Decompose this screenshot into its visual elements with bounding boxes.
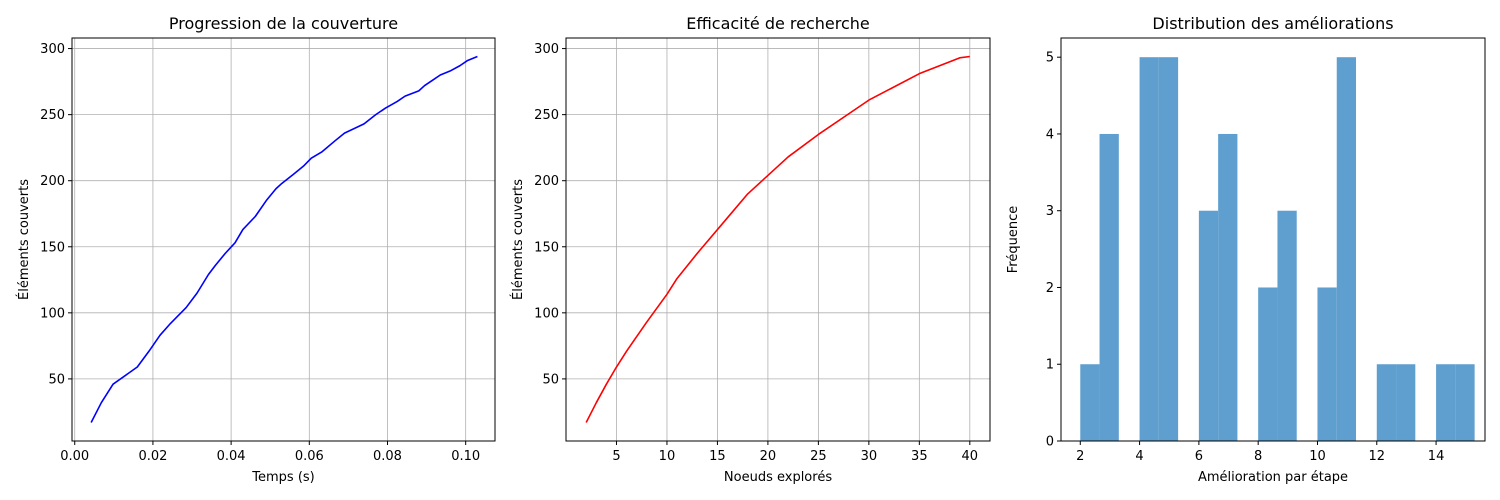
chart-title: Distribution des améliorations bbox=[1152, 14, 1393, 33]
panel-coverage-progress: 0.00 0.02 0.04 0.06 0.08 0.10 50 100 150 200 250 30… bbox=[16, 14, 496, 485]
x-axis-label: Noeuds explorés bbox=[724, 470, 832, 485]
x-tick-label: 35 bbox=[911, 449, 928, 464]
x-tick-label: 10 bbox=[659, 449, 676, 464]
histogram-bar bbox=[1277, 210, 1297, 441]
y-tick-label: 4 bbox=[1046, 127, 1054, 142]
histogram-bar bbox=[1139, 57, 1159, 441]
histogram-bar bbox=[1158, 57, 1179, 441]
y-tick-label: 100 bbox=[40, 306, 65, 321]
x-tick-label: 0.08 bbox=[373, 449, 402, 464]
x-tick-label: 5 bbox=[612, 449, 620, 464]
y-tick-label: 150 bbox=[534, 240, 559, 255]
x-tick-label: 0.00 bbox=[60, 449, 89, 464]
y-tick-label: 150 bbox=[40, 240, 65, 255]
chart-title: Efficacité de recherche bbox=[686, 14, 870, 33]
x-tick-label: 4 bbox=[1135, 449, 1143, 464]
histogram-bar bbox=[1455, 364, 1475, 441]
histogram-bar bbox=[1198, 210, 1219, 441]
histogram-bar bbox=[1317, 287, 1337, 441]
series-line bbox=[585, 55, 970, 423]
y-tick-label: 200 bbox=[40, 174, 65, 189]
y-axis-label: Fréquence bbox=[1006, 206, 1021, 273]
x-tick-label: 0.04 bbox=[217, 449, 246, 464]
histogram-bar bbox=[1336, 57, 1357, 441]
histogram-bar bbox=[1396, 364, 1416, 441]
axes-frame bbox=[565, 37, 991, 442]
y-axis-label: Éléments couverts bbox=[510, 179, 526, 300]
y-tick-label: 0 bbox=[1046, 435, 1054, 450]
y-tick-label: 300 bbox=[40, 42, 65, 57]
axes-frame bbox=[71, 37, 496, 442]
histogram-bar bbox=[1099, 133, 1119, 441]
x-tick-label: 12 bbox=[1369, 449, 1386, 464]
y-tick-label: 50 bbox=[48, 372, 65, 387]
x-tick-label: 30 bbox=[861, 449, 878, 464]
x-tick-label: 40 bbox=[962, 449, 979, 464]
y-tick-label: 250 bbox=[534, 108, 559, 123]
y-tick-label: 1 bbox=[1046, 358, 1054, 373]
y-tick-label: 3 bbox=[1046, 204, 1054, 219]
x-tick-label: 20 bbox=[760, 449, 777, 464]
x-tick-label: 0.10 bbox=[451, 449, 480, 464]
histogram-bar bbox=[1436, 364, 1456, 441]
histogram-bar bbox=[1376, 364, 1397, 441]
y-tick-label: 50 bbox=[542, 372, 559, 387]
x-tick-label: 0.02 bbox=[138, 449, 167, 464]
y-axis-label: Éléments couverts bbox=[16, 179, 32, 300]
x-tick-label: 14 bbox=[1428, 449, 1445, 464]
y-tick-label: 300 bbox=[534, 42, 559, 57]
x-tick-label: 0.06 bbox=[295, 449, 324, 464]
y-tick-label: 200 bbox=[534, 174, 559, 189]
y-tick-label: 100 bbox=[534, 306, 559, 321]
histogram-bar bbox=[1080, 364, 1100, 441]
y-tick-label: 2 bbox=[1046, 281, 1054, 296]
histogram-bar bbox=[1258, 287, 1278, 441]
x-axis-label: Temps (s) bbox=[251, 470, 314, 485]
y-tick-label: 250 bbox=[40, 108, 65, 123]
x-tick-label: 2 bbox=[1076, 449, 1084, 464]
y-tick-label: 5 bbox=[1046, 51, 1054, 66]
x-tick-label: 15 bbox=[709, 449, 726, 464]
x-tick-label: 10 bbox=[1309, 449, 1326, 464]
series-line bbox=[90, 55, 478, 423]
histogram-bar bbox=[1218, 133, 1238, 441]
axes-frame bbox=[1060, 37, 1486, 442]
x-tick-label: 6 bbox=[1195, 449, 1203, 464]
x-tick-label: 25 bbox=[810, 449, 827, 464]
x-tick-label: 8 bbox=[1254, 449, 1262, 464]
chart-title: Progression de la couverture bbox=[169, 14, 398, 33]
panel-search-efficiency: 5 10 15 20 25 30 35 40 50 100 150 200 250 300 Efficaci… bbox=[510, 14, 991, 485]
x-axis-label: Amélioration par étape bbox=[1198, 470, 1348, 485]
